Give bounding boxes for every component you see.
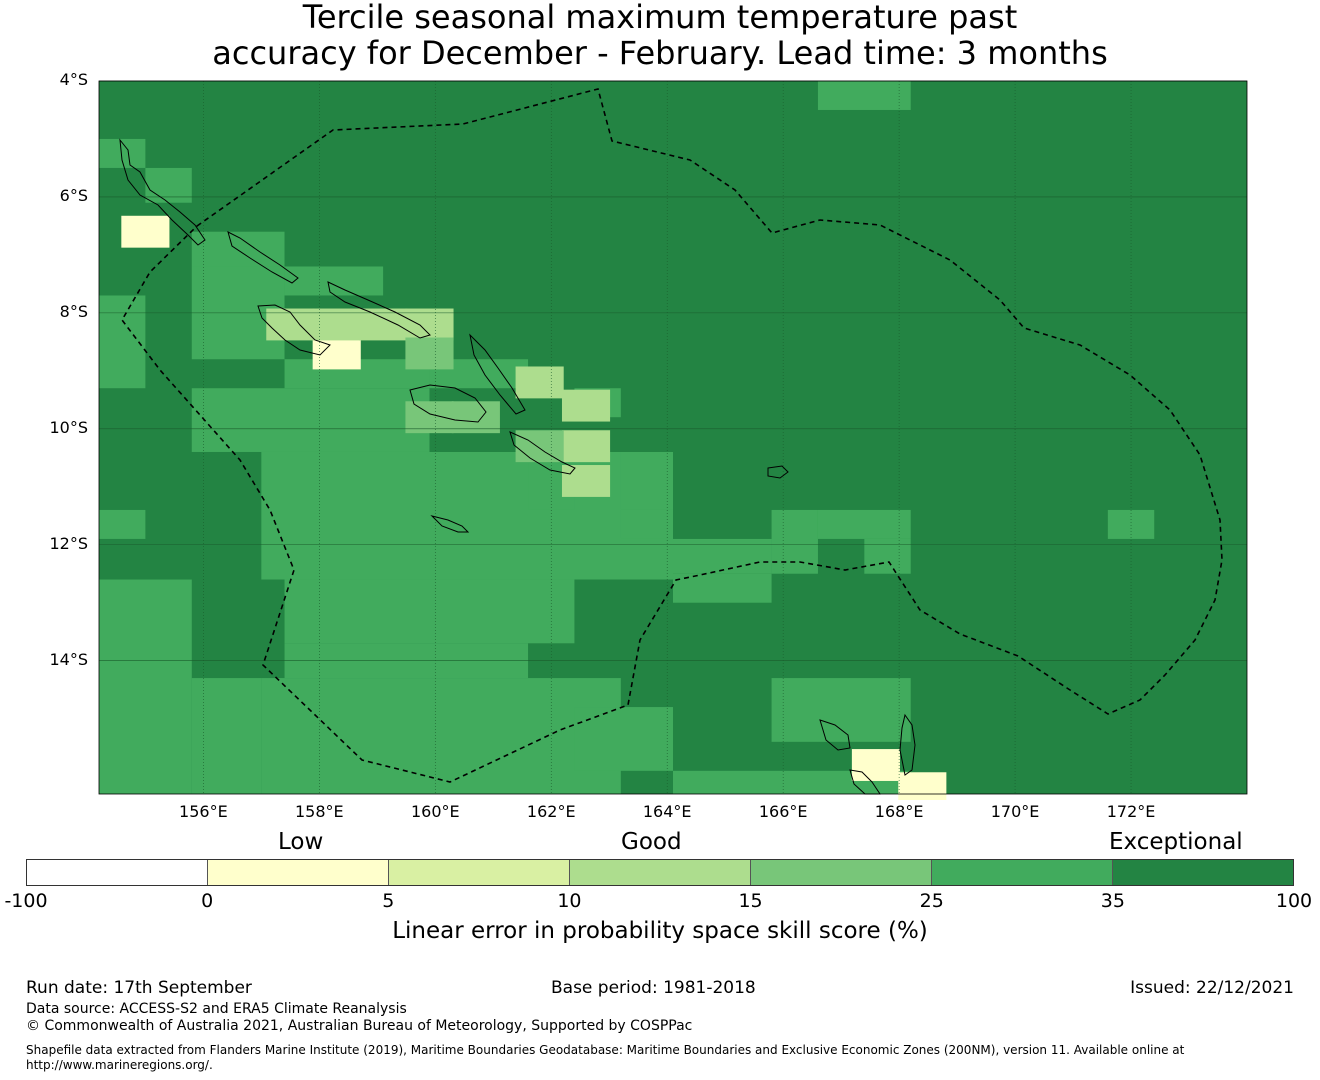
coastline-makira <box>509 431 576 475</box>
colorbar-tick-label: -100 <box>4 890 48 912</box>
longitude-label: 172°E <box>1106 802 1156 821</box>
longitude-label: 164°E <box>642 802 692 821</box>
map-cell-group <box>191 678 262 794</box>
map-cell <box>851 749 900 781</box>
map-cell-group <box>99 138 146 168</box>
colorbar-tick-label: 25 <box>919 890 944 912</box>
map-cell-group <box>673 770 911 794</box>
coastlines <box>119 138 916 795</box>
longitude-label: 160°E <box>410 802 460 821</box>
map-cell-group <box>574 707 673 771</box>
map-cell-group <box>99 579 192 794</box>
colorbar-segment <box>570 860 751 885</box>
colorbar-tick-label: 10 <box>557 890 582 912</box>
map-cells <box>99 81 1155 800</box>
shapefile-credit-line-1: Shapefile data extracted from Flanders M… <box>26 1043 1185 1057</box>
base-period: Base period: 1981-2018 <box>551 978 756 998</box>
map-cell-group <box>261 451 673 580</box>
coastline-bougainville <box>119 138 206 246</box>
map-cell <box>451 401 500 434</box>
map-cell <box>515 366 564 399</box>
map-cell-group <box>673 538 772 574</box>
latitude-label: 8°S <box>59 301 88 321</box>
map-cell <box>266 308 315 341</box>
map-cell <box>405 401 454 434</box>
map-cell-group <box>191 388 430 452</box>
eez-boundary <box>121 88 1223 783</box>
colorbar-tick-label: 15 <box>738 890 763 912</box>
latitude-label: 4°S <box>59 70 88 89</box>
chart-title-line-2: accuracy for December - February. Lead t… <box>212 34 1108 72</box>
shapefile-credit-line-2: http://www.marineregions.org/. <box>26 1058 213 1072</box>
map-cell-group <box>620 451 673 510</box>
map-cell-group <box>145 167 192 203</box>
colorbar-segment <box>1113 860 1293 885</box>
map-cell <box>561 465 611 497</box>
run-date: Run date: 17th September <box>26 978 252 998</box>
map-cell <box>359 308 408 341</box>
colorbar-tick-label: 0 <box>201 890 214 912</box>
map-cell-group <box>284 266 384 296</box>
map-cell-group <box>261 678 621 794</box>
skill-score-map <box>98 80 1248 800</box>
latitude-label: 14°S <box>49 649 88 669</box>
map-cell-group <box>673 573 772 603</box>
map-cell-group <box>284 579 575 644</box>
latitude-label: 6°S <box>59 185 88 205</box>
colorbar-tick-label: 100 <box>1275 890 1313 912</box>
map-cell <box>312 337 361 370</box>
coastline-choiseul <box>227 231 299 284</box>
coastline-santa-cruz <box>767 465 789 479</box>
map-cell-group <box>817 509 911 539</box>
coastline-guadalcanal <box>409 384 487 423</box>
chart-title-line-1: Tercile seasonal maximum temperature pas… <box>302 0 1018 36</box>
map-cell-group <box>817 81 911 110</box>
colorbar-segment <box>751 860 932 885</box>
data-source: Data source: ACCESS-S2 and ERA5 Climate … <box>26 1001 407 1017</box>
coastline-malaita <box>469 333 526 415</box>
map-cell-group <box>99 509 146 539</box>
coastline-new-georgia <box>257 304 331 356</box>
longitude-label: 166°E <box>758 802 808 821</box>
longitude-label: 168°E <box>874 802 924 821</box>
map-cell <box>121 215 170 248</box>
colorbar-segment <box>208 860 389 885</box>
colorbar-segment <box>27 860 208 885</box>
map-cell-group <box>771 678 911 742</box>
legend-category-exceptional: Exceptional <box>1109 829 1243 855</box>
coastline-vanuatu-espiritu <box>899 713 916 776</box>
map-cell <box>561 430 611 463</box>
latitude-label: 10°S <box>49 417 88 437</box>
map-cell-group <box>864 538 911 574</box>
legend-category-low: Low <box>278 829 324 855</box>
colorbar-segment <box>932 860 1113 885</box>
coastline-rennell <box>430 515 470 533</box>
map-frame <box>98 80 1248 795</box>
map-cell <box>312 308 361 341</box>
map-cell <box>561 389 611 422</box>
map-cell <box>405 337 454 370</box>
map-cell <box>898 772 947 800</box>
colorbar-tick-label: 5 <box>382 890 395 912</box>
longitude-label: 162°E <box>526 802 576 821</box>
colorbar-title: Linear error in probability space skill … <box>392 918 928 944</box>
longitude-label: 170°E <box>990 802 1040 821</box>
coastline-vanuatu-north <box>819 719 851 751</box>
copyright: © Commonwealth of Australia 2021, Austra… <box>26 1018 693 1034</box>
longitude-label: 156°E <box>179 802 228 821</box>
colorbar-tick-label: 35 <box>1100 890 1125 912</box>
map-cell <box>515 430 564 463</box>
issued-date: Issued: 22/12/2021 <box>1130 978 1294 998</box>
map-cell-group <box>620 509 673 539</box>
map-cell-group <box>99 295 146 389</box>
colorbar-segment <box>389 860 570 885</box>
longitude-label: 158°E <box>294 802 344 821</box>
latitude-label: 12°S <box>49 533 88 553</box>
legend-category-good: Good <box>621 829 682 855</box>
colorbar <box>26 859 1294 886</box>
coastline-santa-isabel <box>327 281 431 339</box>
